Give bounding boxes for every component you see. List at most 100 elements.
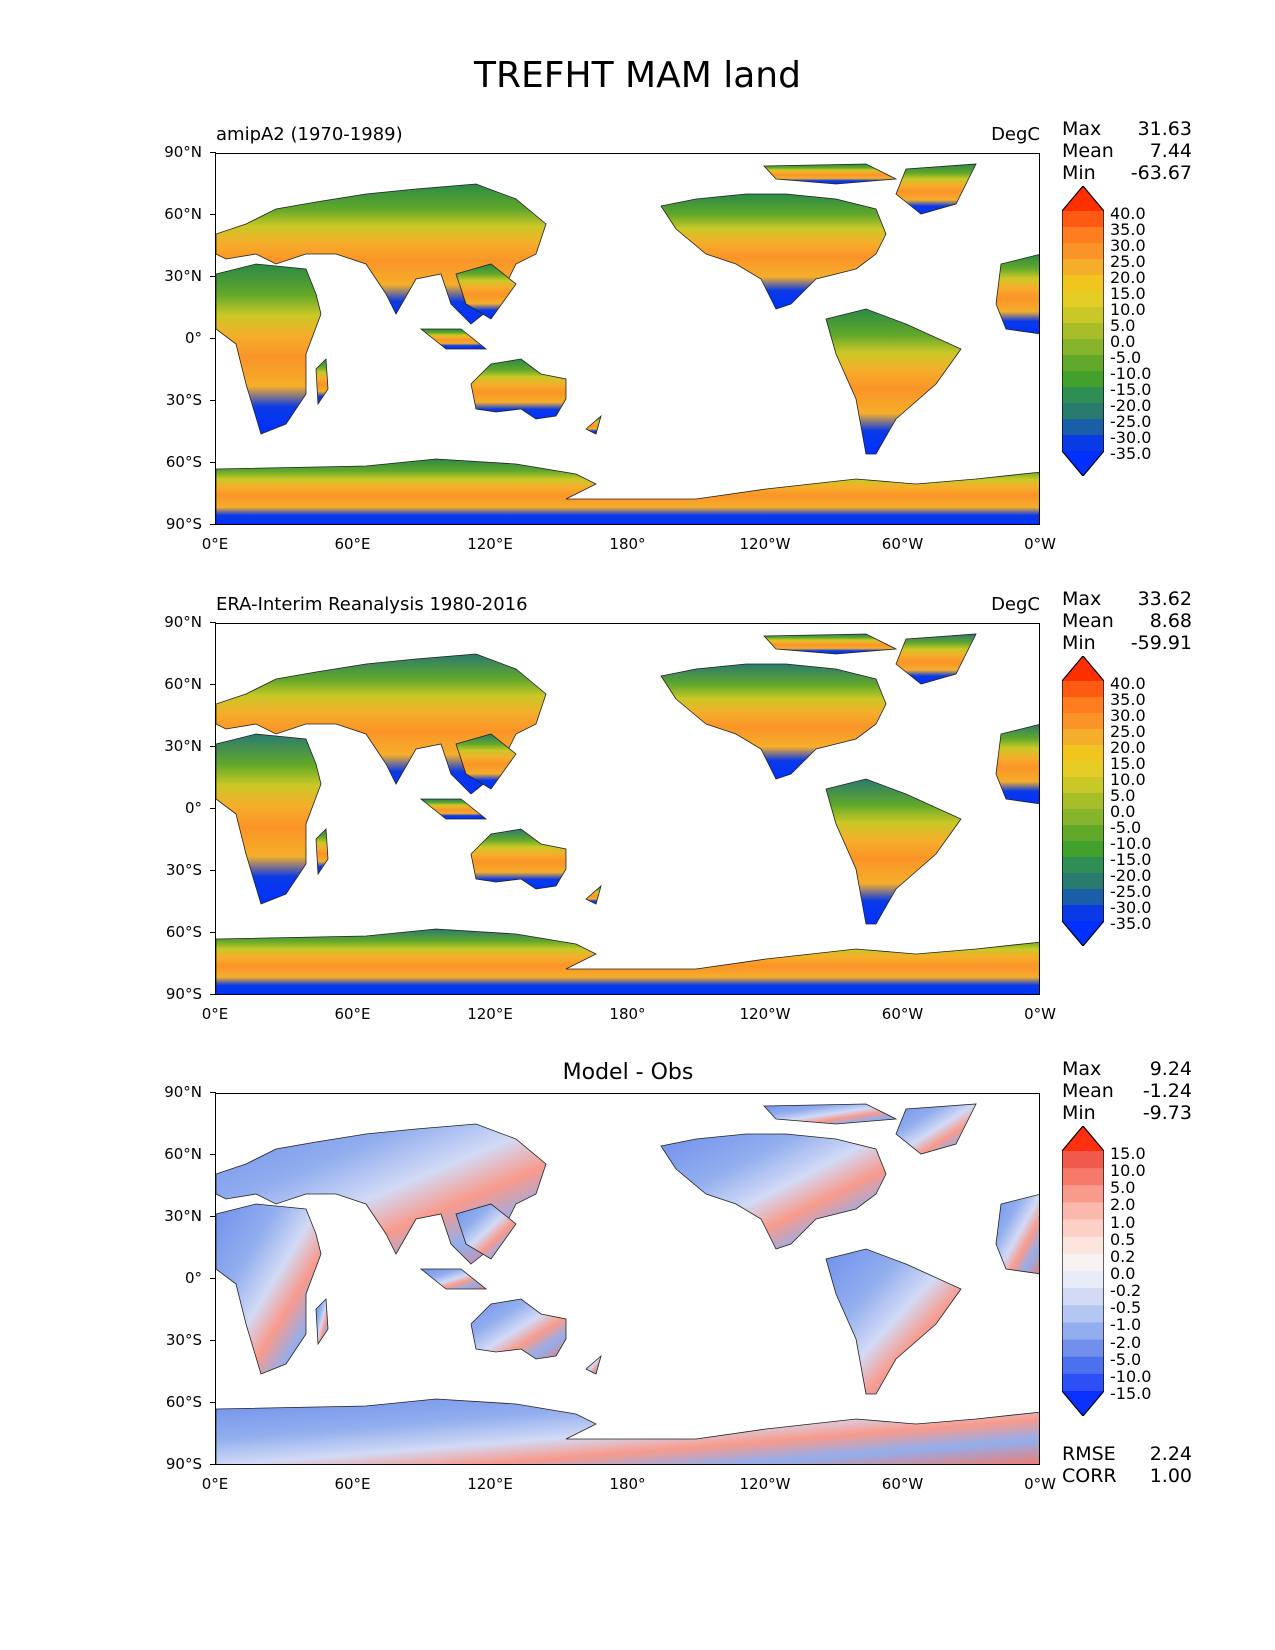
colorbar-bin <box>1062 371 1104 388</box>
colorbar-extend-min <box>1062 1391 1104 1416</box>
panel-diff-stats: Max 9.24 Mean -1.24 Min -9.73 <box>1062 1058 1192 1124</box>
colorbar-tick-label: -20.0 <box>1110 866 1152 885</box>
colorbar-tick-label: -35.0 <box>1110 914 1152 933</box>
lon-tick-label: 180° <box>609 1475 646 1493</box>
colorbar-bin <box>1062 1271 1104 1289</box>
colorbar-bin <box>1062 1339 1104 1358</box>
panel-model-units: DegC <box>991 124 1040 145</box>
lon-tick-label: 60°E <box>334 1475 371 1493</box>
colorbar-tick-label: 20.0 <box>1110 738 1146 757</box>
colorbar-bin <box>1062 697 1104 714</box>
colorbar-tick-label: 25.0 <box>1110 722 1146 741</box>
colorbar-tick-label: -10.0 <box>1110 1366 1152 1386</box>
panel-diff-extra-stats: RMSE 2.24 CORR 1.00 <box>1062 1443 1192 1487</box>
lat-tick-label: 90°S <box>142 985 216 1003</box>
lat-tick-label: 90°S <box>142 515 216 533</box>
lat-tick-label: 90°S <box>142 1455 216 1473</box>
stat-corr: CORR 1.00 <box>1062 1465 1192 1487</box>
colorbar-bin <box>1062 1288 1104 1306</box>
stat-mean: Mean 7.44 <box>1062 140 1192 162</box>
panel-model-stats: Max 31.63 Mean 7.44 Min -63.67 <box>1062 118 1192 184</box>
lat-tick-label: 30°S <box>142 861 216 879</box>
panel-model: amipA2 (1970-1989) DegC Max 31.63 Mean 7.4… <box>0 118 1275 598</box>
lon-tick-label: 0°E <box>201 1005 229 1023</box>
lon-tick-label: 120°E <box>467 535 513 553</box>
colorbar-bin <box>1062 243 1104 260</box>
colorbar-extend-min <box>1062 451 1104 476</box>
lon-tick-label: 60°W <box>881 1475 924 1493</box>
lon-tick-label: 0°E <box>201 535 229 553</box>
colorbar-bin <box>1062 1185 1104 1203</box>
lon-tick-label: 120°W <box>739 535 791 553</box>
stat-min: Min -63.67 <box>1062 162 1192 184</box>
colorbar-tick-label: -5.0 <box>1110 348 1142 367</box>
stat-min: Min -9.73 <box>1062 1102 1192 1124</box>
colorbar-bin <box>1062 1202 1104 1221</box>
colorbar-bin <box>1062 825 1104 842</box>
colorbar-tick-label: -2.0 <box>1110 1332 1142 1352</box>
map-model <box>215 153 1040 525</box>
colorbar-svg <box>1061 1125 1105 1417</box>
lon-tick-label: 60°W <box>881 1005 924 1023</box>
stat-max: Max 33.62 <box>1062 588 1192 610</box>
colorbar-tick-label: 0.2 <box>1110 1246 1136 1266</box>
colorbar-bin <box>1062 211 1104 228</box>
colorbar-obs <box>1061 655 1105 950</box>
lat-tick-label: 60°S <box>142 923 216 941</box>
colorbar-tick-label: -0.5 <box>1110 1298 1142 1318</box>
colorbar-bin <box>1062 777 1104 794</box>
colorbar-tick-label: 0.5 <box>1110 1229 1136 1249</box>
colorbar-svg <box>1061 655 1105 947</box>
panel-obs: ERA-Interim Reanalysis 1980-2016 DegC Ma… <box>0 588 1275 1068</box>
lon-tick-label: 60°E <box>334 1005 371 1023</box>
colorbar-tick-label: 10.0 <box>1110 770 1146 789</box>
lon-tick-label: 0°E <box>201 1475 229 1493</box>
colorbar-bin <box>1062 387 1104 404</box>
colorbar-extend-max <box>1062 1126 1104 1151</box>
colorbar-tick-label: 10.0 <box>1110 300 1146 319</box>
colorbar-tick-label: 15.0 <box>1110 754 1146 773</box>
colorbar-bin <box>1062 873 1104 890</box>
colorbar-bin <box>1062 275 1104 292</box>
colorbar-bin <box>1062 307 1104 324</box>
lat-tick-label: 30°N <box>142 737 216 755</box>
colorbar-tick-label: 30.0 <box>1110 706 1146 725</box>
colorbar-tick-label: -20.0 <box>1110 396 1152 415</box>
figure-title: TREFHT MAM land <box>474 55 801 96</box>
colorbar-bin <box>1062 227 1104 244</box>
colorbar-tick-label: -5.0 <box>1110 818 1142 837</box>
lat-tick-label: 0° <box>142 1269 216 1287</box>
colorbar-bin <box>1062 1168 1104 1186</box>
stat-max: Max 9.24 <box>1062 1058 1192 1080</box>
lat-tick-label: 30°S <box>142 1331 216 1349</box>
panel-model-title: amipA2 (1970-1989) <box>216 124 403 145</box>
lat-tick-label: 60°N <box>142 675 216 693</box>
colorbar-tick-label: -25.0 <box>1110 882 1152 901</box>
colorbar-tick-label: 15.0 <box>1110 1144 1146 1163</box>
colorbar-bin <box>1062 323 1104 340</box>
lon-tick-label: 60°E <box>334 535 371 553</box>
lat-tick-label: 90°N <box>142 613 216 631</box>
colorbar-bin <box>1062 745 1104 762</box>
colorbar-bin <box>1062 1236 1104 1255</box>
colorbar-bin <box>1062 339 1104 356</box>
colorbar-bin <box>1062 713 1104 730</box>
lon-tick-label: 60°W <box>881 535 924 553</box>
colorbar-bin <box>1062 403 1104 420</box>
colorbar-bin <box>1062 1219 1104 1238</box>
colorbar-tick-label: 0.0 <box>1110 332 1136 351</box>
panel-obs-title: ERA-Interim Reanalysis 1980-2016 <box>216 594 528 615</box>
colorbar-tick-label: -10.0 <box>1110 834 1152 853</box>
colorbar-tick-label: -10.0 <box>1110 364 1152 383</box>
lat-tick-label: 30°N <box>142 267 216 285</box>
colorbar-model <box>1061 185 1105 480</box>
lat-tick-label: 60°S <box>142 1393 216 1411</box>
lat-tick-label: 0° <box>142 799 216 817</box>
lat-tick-label: 30°N <box>142 1207 216 1225</box>
colorbar-tick-label: 35.0 <box>1110 690 1146 709</box>
colorbar-tick-label: -35.0 <box>1110 444 1152 463</box>
colorbar-tick-label: 10.0 <box>1110 1161 1146 1181</box>
colorbar-bin <box>1062 809 1104 826</box>
colorbar-bin <box>1062 435 1104 452</box>
colorbar-tick-label: 35.0 <box>1110 220 1146 239</box>
